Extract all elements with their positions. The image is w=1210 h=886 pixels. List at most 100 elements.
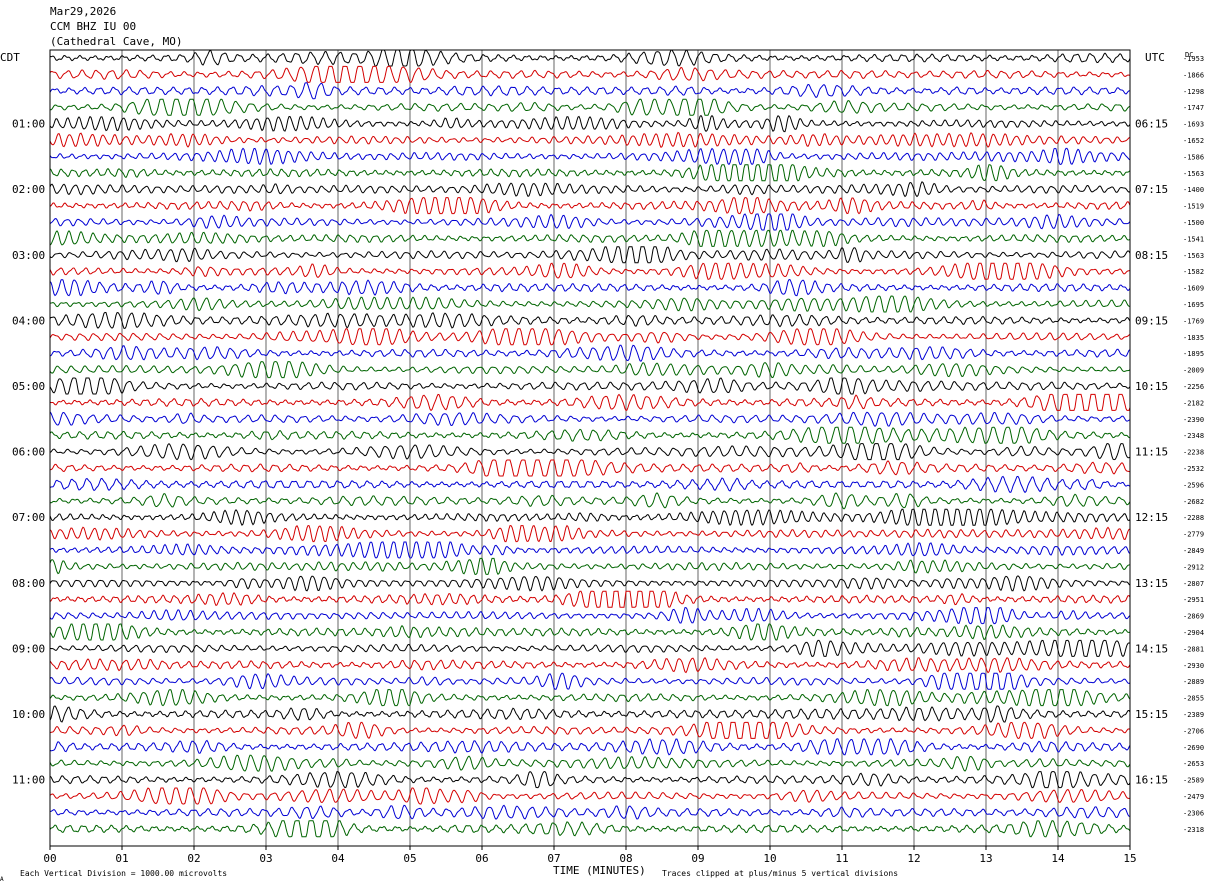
trace-line-13 [49, 262, 1131, 280]
dc-offset-label-18: -1895 [1183, 350, 1204, 358]
dc-offset-label-30: -2849 [1183, 547, 1204, 555]
trace-line-42 [49, 738, 1131, 756]
trace-line-19 [49, 361, 1131, 379]
left-hour-label-1100: 11:00 [12, 774, 45, 787]
dc-offset-label-28: -2288 [1183, 514, 1204, 522]
dc-offset-label-11: -1541 [1183, 235, 1204, 243]
dc-offset-label-37: -2930 [1183, 662, 1204, 670]
trace-line-40 [49, 705, 1131, 723]
dc-offset-label-16: -1769 [1183, 317, 1204, 325]
dc-offset-label-29: -2779 [1183, 531, 1204, 539]
right-hour-label-0815: 08:15 [1135, 249, 1168, 262]
trace-line-10 [49, 213, 1131, 231]
trace-line-17 [49, 328, 1131, 346]
dc-offset-label-45: -2479 [1183, 793, 1204, 801]
trace-line-24 [49, 443, 1131, 461]
x-tick-label-04: 04 [331, 852, 345, 865]
trace-line-21 [49, 393, 1131, 412]
header-location: (Cathedral Cave, MO) [50, 35, 183, 48]
dc-offset-label-32: -2807 [1183, 580, 1204, 588]
dc-offset-label-47: -2318 [1183, 826, 1204, 834]
x-tick-label-13: 13 [979, 852, 992, 865]
left-hour-label-0800: 08:00 [12, 577, 45, 590]
trace-line-47 [49, 820, 1131, 838]
x-tick-label-06: 06 [475, 852, 488, 865]
trace-line-30 [49, 541, 1131, 559]
axis-labels: 00 01 02 03 04 05 06 07 08 09 10 11 12 13 14 15 01:00 02:… [12, 55, 1204, 865]
dc-offset-label-17: -1835 [1183, 334, 1204, 342]
trace-line-25 [49, 459, 1131, 477]
dc-offset-label-2: -1298 [1183, 88, 1204, 96]
dc-offset-label-33: -2951 [1183, 596, 1204, 604]
trace-line-5 [49, 131, 1131, 149]
corner-mark: A [0, 876, 4, 883]
x-tick-label-14: 14 [1051, 852, 1065, 865]
dc-offset-label-19: -2009 [1183, 367, 1204, 375]
right-hour-label-1515: 15:15 [1135, 708, 1168, 721]
dc-offset-label-38: -2889 [1183, 678, 1204, 686]
dc-offset-label-27: -2682 [1183, 498, 1204, 506]
trace-line-43 [49, 754, 1131, 772]
trace-line-18 [49, 344, 1131, 362]
trace-line-39 [49, 688, 1131, 707]
left-hour-label-0500: 05:00 [12, 380, 45, 393]
left-hour-label-0600: 06:00 [12, 446, 45, 459]
dc-offset-label-46: -2306 [1183, 809, 1204, 817]
trace-line-8 [49, 181, 1131, 198]
dc-offset-label-36: -2881 [1183, 645, 1204, 653]
dc-offset-label-20: -2256 [1183, 383, 1204, 391]
left-hour-label-1000: 10:00 [12, 708, 45, 721]
trace-line-4 [49, 114, 1131, 133]
dc-offset-label-21: -2182 [1183, 399, 1204, 407]
plot-frame [49, 49, 1131, 847]
dc-offset-label-5: -1652 [1183, 137, 1204, 145]
x-tick-label-00: 00 [43, 852, 56, 865]
trace-line-44 [49, 770, 1131, 789]
trace-line-34 [49, 607, 1131, 625]
right-hour-label-0915: 09:15 [1135, 314, 1168, 327]
dc-offset-label-3: -1747 [1183, 104, 1204, 112]
dc-offset-label-25: -2532 [1183, 465, 1204, 473]
dc-offset-label-22: -2390 [1183, 416, 1204, 424]
dc-offset-label-13: -1582 [1183, 268, 1204, 276]
dc-offset-label-24: -2238 [1183, 449, 1204, 457]
dc-offset-label-12: -1563 [1183, 252, 1204, 260]
trace-line-37 [49, 656, 1131, 674]
x-tick-label-11: 11 [835, 852, 848, 865]
left-hour-label-0300: 03:00 [12, 249, 45, 262]
dc-offset-label-7: -1563 [1183, 170, 1204, 178]
trace-line-36 [49, 639, 1131, 658]
trace-line-0 [49, 49, 1131, 67]
trace-line-15 [49, 295, 1131, 313]
trace-line-14 [49, 279, 1131, 297]
trace-line-16 [49, 311, 1131, 329]
x-tick-label-12: 12 [907, 852, 920, 865]
x-axis-title: TIME (MINUTES) [553, 864, 646, 877]
right-hour-label-1615: 16:15 [1135, 774, 1168, 787]
trace-line-28 [49, 508, 1131, 527]
left-hour-label-0100: 01:00 [12, 118, 45, 131]
dc-offset-label-8: -1400 [1183, 186, 1204, 194]
seismic-traces [49, 49, 1131, 838]
left-hour-label-0900: 09:00 [12, 642, 45, 655]
trace-line-20 [49, 377, 1131, 395]
trace-line-35 [49, 623, 1131, 641]
trace-line-41 [49, 721, 1131, 740]
x-tick-label-08: 08 [619, 852, 632, 865]
trace-line-6 [49, 147, 1131, 166]
trace-line-32 [49, 575, 1131, 592]
trace-line-29 [49, 524, 1131, 543]
dc-offset-label-0: -1953 [1183, 55, 1204, 63]
dc-offset-label-9: -1519 [1183, 203, 1204, 211]
right-hour-label-1115: 11:15 [1135, 446, 1168, 459]
dc-offset-label-41: -2706 [1183, 727, 1204, 735]
header-date: Mar29,2026 [50, 5, 117, 18]
left-hour-label-0400: 04:00 [12, 314, 45, 327]
dc-offset-label-35: -2904 [1183, 629, 1204, 637]
trace-line-33 [49, 590, 1131, 608]
dc-offset-label-40: -2389 [1183, 711, 1204, 719]
x-tick-label-05: 05 [403, 852, 416, 865]
trace-line-2 [49, 82, 1131, 100]
right-hour-label-0615: 06:15 [1135, 118, 1168, 131]
